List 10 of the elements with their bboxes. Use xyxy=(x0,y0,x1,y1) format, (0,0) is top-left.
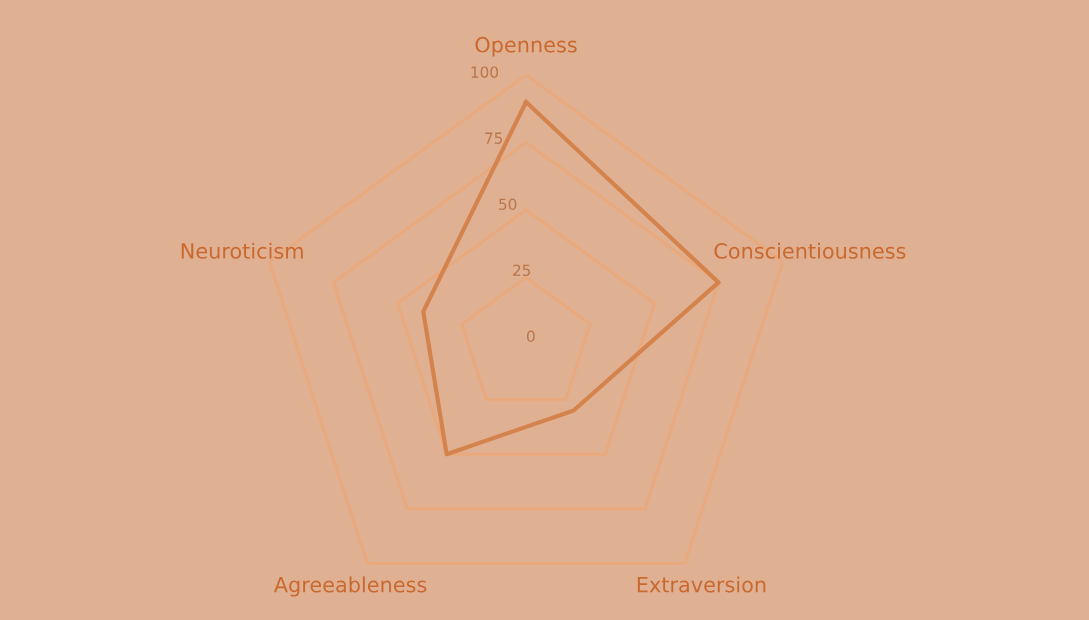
spoke-label: Agreeableness xyxy=(273,576,427,597)
spoke-label: Openness xyxy=(475,36,577,57)
spoke-label: Neuroticism xyxy=(181,242,303,259)
y-tick-label: 50 xyxy=(499,198,517,210)
y-tick-label: 25 xyxy=(513,264,531,277)
spoke-label: Conscientiousness xyxy=(714,242,906,259)
spoke-label: Extraversion xyxy=(637,576,766,593)
y-tick-label: 0 xyxy=(527,330,535,343)
y-tick-label: 75 xyxy=(485,132,502,144)
y-tick-label: 100 xyxy=(471,66,499,78)
